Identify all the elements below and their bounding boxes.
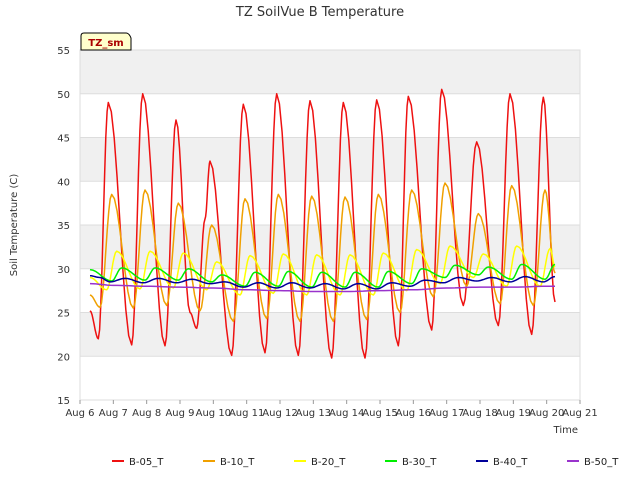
plot-band <box>80 268 580 313</box>
x-tick-label: Aug 10 <box>196 408 231 419</box>
badge-label: TZ_sm <box>88 38 123 49</box>
y-tick-label: 45 <box>57 134 70 145</box>
legend-label: B-50_T <box>584 457 619 468</box>
x-tick-label: Aug 20 <box>529 408 564 419</box>
x-tick-label: Aug 13 <box>296 408 331 419</box>
x-tick-label: Aug 17 <box>429 408 464 419</box>
plot-frame <box>79 49 581 401</box>
plot-band <box>80 137 580 182</box>
y-ticks: 15 20 25 30 35 40 45 50 55 <box>57 46 70 407</box>
y-tick-label: 15 <box>57 396 70 407</box>
x-tick-label: Aug 21 <box>562 408 597 419</box>
plot-band <box>80 356 580 400</box>
y-axis-label: Soil Temperature (C) <box>9 174 20 277</box>
x-tick-label: Aug 11 <box>229 408 264 419</box>
y-tick-label: 35 <box>57 221 70 232</box>
x-tick-label: Aug 14 <box>329 408 364 419</box>
series-line-B-40_T <box>90 275 556 290</box>
x-tick-label: Aug 7 <box>99 408 128 419</box>
y-tick-label: 55 <box>57 46 70 57</box>
legend-label: B-10_T <box>220 457 255 468</box>
x-tick-label: Aug 15 <box>362 408 397 419</box>
y-tick-label: 40 <box>57 177 70 188</box>
x-tick-label: Aug 12 <box>262 408 297 419</box>
series-line-B-50_T <box>89 282 555 293</box>
plot-band <box>80 225 580 269</box>
chart-title: TZ SoilVue B Temperature <box>235 5 404 20</box>
x-axis-label: Time <box>553 425 578 436</box>
y-tick-label: 50 <box>57 90 70 101</box>
x-tick-label: Aug 18 <box>462 408 497 419</box>
series-line-B-05_T <box>89 88 556 359</box>
x-tick-label: Aug 8 <box>132 408 161 419</box>
x-tick-label: Aug 9 <box>165 408 194 419</box>
badge-shape <box>80 32 132 51</box>
station-badge: TZ_sm <box>80 32 132 51</box>
legend-label: B-30_T <box>402 457 437 468</box>
series-line-B-10_T <box>89 182 556 323</box>
legend-label: B-40_T <box>493 457 528 468</box>
y-tick-label: 30 <box>57 265 70 276</box>
series-lines <box>89 88 556 359</box>
legend-label: B-05_T <box>129 457 164 468</box>
y-tick-label: 25 <box>57 309 70 320</box>
plot-band <box>80 93 580 138</box>
y-tick-label: 20 <box>57 352 70 363</box>
series-line-B-30_T <box>89 263 556 288</box>
x-tick-label: Aug 16 <box>396 408 431 419</box>
legend-label: B-20_T <box>311 457 346 468</box>
plot-band <box>80 50 580 94</box>
plot-band <box>80 181 580 225</box>
x-tick-label: Aug 19 <box>496 408 531 419</box>
legend: B-05_T B-10_T B-20_T B-30_T B-40_T B-50_T <box>112 457 619 468</box>
x-tick-label: Aug 6 <box>65 408 94 419</box>
